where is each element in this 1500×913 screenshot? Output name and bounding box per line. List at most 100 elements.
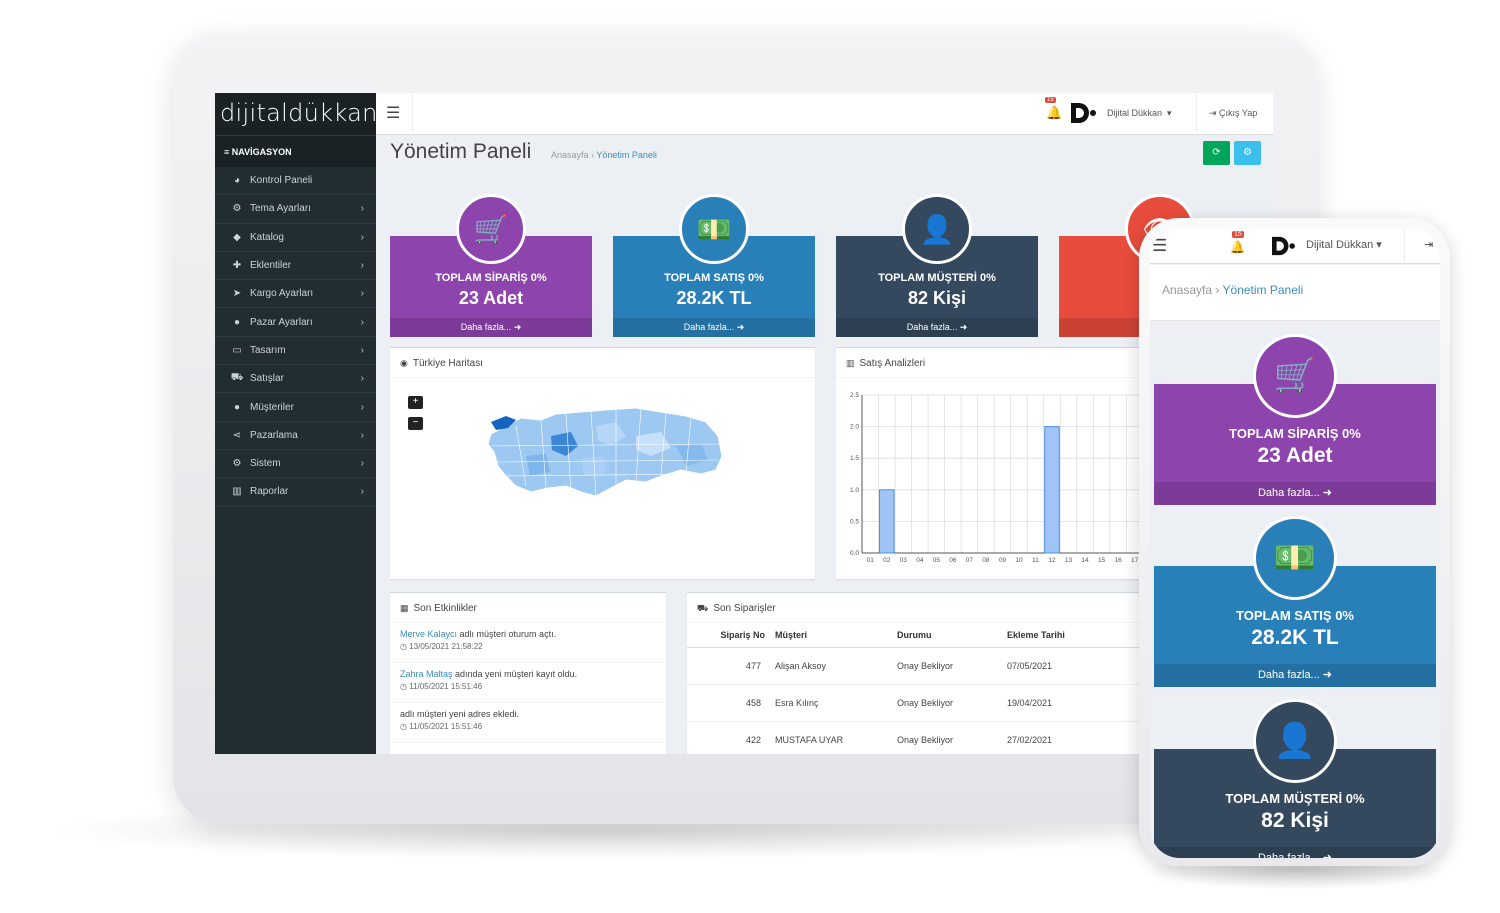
phone-user-avatar-logo[interactable] bbox=[1268, 235, 1298, 257]
activity-customer-link[interactable]: Merve Kalaycı bbox=[400, 629, 458, 639]
brand-logo[interactable]: dijitaldükkan bbox=[215, 93, 377, 135]
orders-cell: Alişan Aksoy bbox=[775, 647, 897, 685]
sidebar-item-6[interactable]: ▭ Tasarım › bbox=[215, 337, 376, 366]
stat-label: TOPLAM MÜŞTERİ 0% bbox=[878, 272, 996, 284]
map-box-header: ◉ Türkiye Haritası bbox=[390, 348, 815, 378]
sidebar-item-1[interactable]: ⚙ Tema Ayarları › bbox=[215, 195, 376, 224]
sidebar-item-label: Müşteriler bbox=[250, 401, 294, 413]
phone-stat-more-link[interactable]: Daha fazla... ➜ bbox=[1154, 664, 1436, 687]
page-title: Yönetim Paneli bbox=[390, 140, 532, 163]
map-box-title: Türkiye Haritası bbox=[412, 358, 483, 369]
zoom-in-button[interactable]: + bbox=[408, 396, 423, 409]
x-tick-label: 11 bbox=[1032, 557, 1039, 564]
user-avatar-logo[interactable] bbox=[1070, 101, 1096, 125]
x-tick-label: 04 bbox=[916, 557, 924, 564]
sidebar-item-0[interactable]: ◕ Kontrol Paneli bbox=[215, 167, 376, 196]
divider bbox=[1404, 228, 1405, 264]
arrow-circle-right-icon: ➜ bbox=[957, 322, 968, 332]
gear-icon: ⚙ bbox=[232, 458, 242, 470]
activity-time: ◷ 11/05/2021 15:51:46 bbox=[400, 682, 656, 691]
x-tick-label: 17 bbox=[1131, 557, 1139, 564]
logout-button[interactable]: ⇥ Çıkış Yap bbox=[1209, 108, 1257, 119]
chart-box-title: Satış Analizleri bbox=[859, 358, 926, 369]
divider bbox=[1196, 93, 1197, 135]
stat-value: 28.2K TL bbox=[676, 288, 752, 308]
nav-list: ◕ Kontrol Paneli ⚙ Tema Ayarları › ◆ Katalog › ✚… bbox=[215, 167, 376, 507]
user-menu-button[interactable]: Dijital Dükkan ▾ bbox=[1107, 108, 1172, 119]
x-tick-label: 16 bbox=[1114, 557, 1122, 564]
sidebar-toggle-icon[interactable]: ☰ bbox=[386, 105, 401, 122]
phone-breadcrumb-home[interactable]: Anasayfa bbox=[1162, 283, 1213, 297]
phone-breadcrumb-bar: Anasayfa › Yönetim Paneli bbox=[1150, 265, 1440, 321]
phone-stat-more-label: Daha fazla... bbox=[1257, 852, 1320, 858]
y-tick-label: 2.5 bbox=[850, 392, 859, 399]
stat-box-2: 👤 TOPLAM MÜŞTERİ 0% 82 Kişi Daha fazla... ➜ bbox=[836, 194, 1038, 337]
sidebar-item-label: Pazarlama bbox=[250, 429, 298, 441]
sidebar-item-4[interactable]: ➤ Kargo Ayarları › bbox=[215, 280, 376, 309]
sidebar-item-3[interactable]: ✚ Eklentiler › bbox=[215, 252, 376, 281]
sidebar-item-label: Satışlar bbox=[250, 373, 284, 385]
activity-text: adlı müşteri yeni adres ekledi. bbox=[400, 709, 520, 719]
breadcrumb-separator: › bbox=[591, 150, 597, 160]
activity-text-line: adlı müşteri yeni adres ekledi. bbox=[400, 709, 656, 719]
refresh-button[interactable]: ⟳ bbox=[1203, 141, 1230, 165]
phone-stat-box-1: 💵 TOPLAM SATIŞ 0% 28.2K TL Daha fazla... ➜ bbox=[1154, 516, 1436, 687]
phone-sign-out-icon[interactable]: ⇥ bbox=[1424, 239, 1434, 251]
sidebar-item-2[interactable]: ◆ Katalog › bbox=[215, 224, 376, 252]
caret-down-icon: ▾ bbox=[1373, 239, 1382, 251]
x-tick-label: 02 bbox=[883, 557, 891, 564]
user-icon: 👤 bbox=[902, 194, 972, 264]
bell-icon[interactable]: 🔔 bbox=[1046, 105, 1063, 120]
chevron-right-icon: › bbox=[360, 344, 364, 356]
orders-title: Son Siparişler bbox=[713, 603, 776, 614]
phone-stat-more-link[interactable]: Daha fazla... ➜ bbox=[1154, 482, 1436, 505]
chevron-right-icon: › bbox=[360, 429, 364, 441]
arrow-circle-right-icon: ➜ bbox=[1319, 487, 1333, 499]
settings-button[interactable]: ⚙ bbox=[1234, 141, 1261, 165]
phone-navbar: ☰ 15 🔔 Dijital Dükkan ▾ ⇥ bbox=[1150, 228, 1440, 264]
phone-stat-label: TOPLAM MÜŞTERİ 0% bbox=[1225, 791, 1365, 806]
sidebar-item-5[interactable]: ● Pazar Ayarları › bbox=[215, 308, 376, 337]
breadcrumb-separator: › bbox=[1215, 283, 1223, 297]
sidebar-item-label: Eklentiler bbox=[250, 260, 292, 272]
phone-bell-icon[interactable]: 🔔 bbox=[1230, 240, 1245, 254]
stat-more-link[interactable]: Daha fazla... ➜ bbox=[613, 318, 815, 337]
y-tick-label: 2.0 bbox=[850, 424, 859, 431]
money-icon: 💵 bbox=[679, 194, 749, 264]
turkey-map[interactable] bbox=[486, 396, 726, 506]
orders-column-header[interactable]: Sipariş No bbox=[687, 623, 775, 648]
stat-more-link[interactable]: Daha fazla... ➜ bbox=[836, 318, 1038, 337]
stat-more-link[interactable]: Daha fazla... ➜ bbox=[390, 318, 592, 337]
y-tick-label: 0.5 bbox=[850, 518, 859, 525]
orders-cell: Esra Kılınç bbox=[775, 684, 897, 722]
orders-column-header[interactable]: Durumu bbox=[897, 623, 1007, 648]
activity-item: Merve Kalaycı adlı müşteri oturum açtı. ◷… bbox=[390, 623, 666, 663]
phone-stat-more-link[interactable]: Daha fazla... ➜ bbox=[1154, 847, 1436, 858]
orders-column-header[interactable]: Müşteri bbox=[775, 623, 897, 648]
sidebar-item-11[interactable]: ▥ Raporlar › bbox=[215, 478, 376, 507]
x-tick-label: 10 bbox=[1015, 557, 1023, 564]
zoom-out-button[interactable]: − bbox=[408, 417, 423, 430]
sidebar-item-9[interactable]: ⋖ Pazarlama › bbox=[215, 422, 376, 450]
stat-value: 23 Adet bbox=[458, 288, 524, 308]
breadcrumb-home[interactable]: Anasayfa bbox=[551, 150, 589, 160]
chevron-right-icon: › bbox=[360, 231, 364, 243]
sidebar-item-8[interactable]: ● Müşteriler › bbox=[215, 393, 376, 422]
phone-sidebar-toggle-icon[interactable]: ☰ bbox=[1152, 236, 1168, 255]
user-name: Dijital Dükkan bbox=[1107, 108, 1163, 118]
sidebar-item-7[interactable]: ⛟ Satışlar › bbox=[215, 365, 376, 394]
refresh-icon: ⟳ bbox=[1212, 147, 1221, 158]
calendar-icon: ▦ bbox=[400, 603, 409, 613]
sidebar-item-10[interactable]: ⚙ Sistem › bbox=[215, 450, 376, 479]
y-tick-label: 0.0 bbox=[850, 550, 859, 557]
activity-text: adında yeni müşteri kayıt oldu. bbox=[452, 669, 578, 679]
y-tick-label: 1.0 bbox=[850, 487, 859, 494]
activity-customer-link[interactable]: Zahra Maltaş bbox=[400, 669, 453, 679]
activity-text-line: Zahra Maltaş adında yeni müşteri kayıt o… bbox=[400, 669, 656, 679]
desktop-icon: ▭ bbox=[232, 344, 242, 356]
chevron-right-icon: › bbox=[360, 373, 364, 385]
phone-user-menu-button[interactable]: Dijital Dükkan ▾ bbox=[1306, 238, 1382, 251]
x-tick-label: 14 bbox=[1081, 557, 1089, 564]
phone-breadcrumb-current: Yönetim Paneli bbox=[1222, 283, 1304, 297]
phone-stat-label: TOPLAM SİPARİŞ 0% bbox=[1229, 426, 1361, 441]
